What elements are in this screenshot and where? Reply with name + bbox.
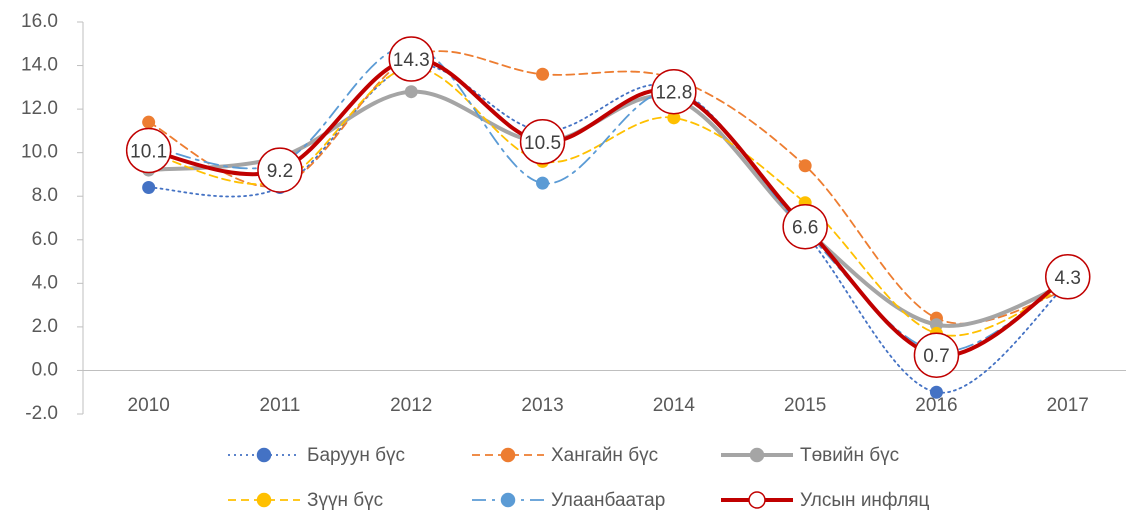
- data-marker: [536, 176, 550, 190]
- y-tick-label: 2.0: [32, 316, 58, 337]
- legend-label: Улаанбаатар: [551, 490, 665, 511]
- y-tick-label: 10.0: [21, 142, 58, 163]
- legend-marker: [256, 447, 272, 463]
- data-marker: [1045, 254, 1091, 300]
- data-marker: [519, 119, 566, 165]
- data-marker: [929, 385, 943, 399]
- data-marker: [257, 147, 303, 193]
- data-marker: [388, 36, 434, 82]
- x-tick-label: 2012: [390, 395, 432, 416]
- legend-label: Зүүн бүс: [307, 490, 383, 511]
- data-label: 10.5: [524, 133, 561, 154]
- legend-label: Төвийн бүс: [800, 445, 899, 466]
- legend-marker: [500, 447, 516, 463]
- data-marker: [536, 67, 550, 81]
- x-tick-label: 2016: [915, 395, 957, 416]
- legend-label: Хангайн бүс: [551, 445, 658, 466]
- legend-marker: [500, 492, 516, 508]
- legend-marker: [749, 447, 765, 463]
- data-label: 4.3: [1055, 268, 1081, 289]
- data-label: 0.7: [923, 346, 949, 367]
- y-tick-label: 0.0: [32, 359, 58, 380]
- data-label: 10.1: [130, 142, 167, 163]
- x-tick-label: 2014: [653, 395, 696, 416]
- x-tick-label: 2010: [128, 395, 170, 416]
- x-tick-label: 2011: [260, 395, 301, 416]
- series-line: [146, 57, 1070, 358]
- data-marker: [798, 159, 812, 173]
- y-tick-label: 14.0: [21, 55, 58, 76]
- y-tick-label: -2.0: [25, 403, 58, 424]
- legend-label: Баруун бүс: [307, 445, 405, 466]
- legend-label: Улсын инфляц: [800, 490, 930, 511]
- series-line: [147, 45, 1069, 353]
- data-label: 14.3: [393, 50, 430, 71]
- data-marker: [667, 111, 681, 125]
- series-line: [147, 66, 1069, 337]
- series-line: [147, 63, 1069, 394]
- x-tick-label: 2015: [784, 395, 826, 416]
- data-marker: [125, 127, 172, 174]
- x-tick-label: 2013: [521, 395, 563, 416]
- data-marker: [651, 68, 697, 115]
- y-tick-label: 8.0: [32, 185, 58, 206]
- y-tick-label: 12.0: [21, 98, 58, 119]
- data-label: 12.8: [655, 83, 692, 104]
- legend-marker: [748, 491, 766, 509]
- data-marker: [142, 115, 156, 129]
- y-tick-label: 4.0: [32, 272, 58, 293]
- y-tick-label: 6.0: [32, 229, 58, 250]
- legend-marker: [256, 492, 272, 508]
- data-marker: [404, 85, 418, 99]
- data-label: 6.6: [792, 218, 818, 239]
- y-tick-label: 16.0: [21, 11, 58, 32]
- data-marker: [782, 203, 828, 250]
- x-tick-label: 2017: [1047, 395, 1089, 416]
- series-line: [146, 89, 1070, 328]
- data-marker: [142, 181, 156, 195]
- data-label: 9.2: [267, 161, 293, 182]
- data-marker: [913, 332, 960, 378]
